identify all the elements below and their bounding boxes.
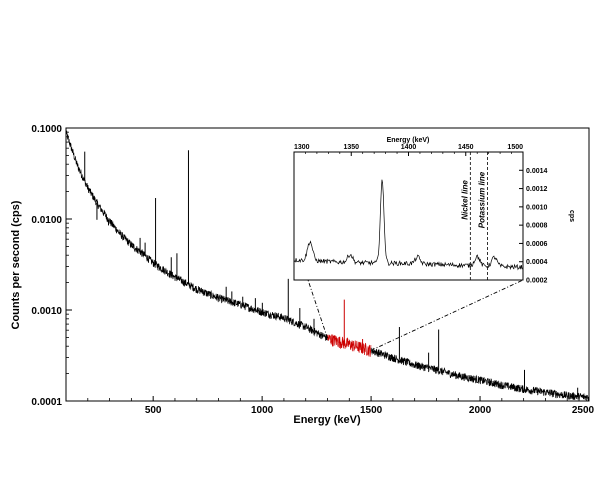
main-plot: 500 1000 1500 2000 2500 0.00010.00100.01000.…: [10, 124, 595, 426]
y-tick-label: 0.0010: [31, 306, 62, 317]
inset-y-tick-label: 0.0002: [526, 278, 548, 285]
inset-spectrum-line: [293, 179, 523, 271]
y-axis-title: Counts per second (cps): [10, 200, 22, 329]
spectrum-continuum-highlight: [327, 334, 372, 357]
y-tick-label: 0.0100: [31, 215, 62, 226]
inset-x-axis-title: Energy (keV): [387, 137, 430, 144]
x-axis-title: Energy (keV): [293, 414, 361, 426]
zoom-connectors: [307, 279, 524, 351]
inset-x-axis: 1300 1350 1400 1450 1500: [293, 144, 524, 156]
connector-left: [307, 279, 328, 339]
inset-y-tick-label: 0.0008: [526, 223, 548, 230]
x-tick-label: 2000: [469, 405, 492, 416]
main-y-axis: 0.0001 0.0010 0.0100 0.1000: [31, 124, 72, 408]
inset-y-tick-label: 0.0012: [526, 186, 548, 193]
inset-x-tick-label: 1350: [343, 144, 359, 151]
inset-annotations: Nickel line Potassium line: [460, 152, 488, 280]
main-x-axis: 500 1000 1500 2000 2500: [87, 396, 595, 416]
x-tick-label: 2500: [572, 405, 595, 416]
inset-y-tick-label: 0.0006: [526, 241, 548, 248]
inset-y-axis-title: cps: [568, 210, 575, 222]
y-tick-label: 0.1000: [31, 124, 62, 135]
x-tick-label: 1500: [360, 405, 383, 416]
inset-x-tick-label: 1500: [507, 144, 523, 151]
y-tick-label: 0.0001: [31, 397, 62, 408]
inset-x-tick-label: 1450: [458, 144, 474, 151]
x-tick-label: 500: [145, 405, 162, 416]
inset-y-axis: 0.0002 0.0004 0.0006 0.0008 0.0010 0.0012 0.00…: [519, 168, 548, 285]
inset-y-tick-label: 0.0014: [526, 168, 548, 175]
x-tick-label: 1000: [251, 405, 274, 416]
inset-y-tick-label: 0.0004: [526, 259, 548, 266]
spectrum-continuum-high: [370, 347, 590, 402]
spectrum-continuum-low: [65, 130, 328, 341]
main-spectrum: [65, 130, 590, 402]
inset-spectrum: [293, 179, 523, 271]
inset-y-tick-label: 0.0010: [526, 204, 548, 211]
inset-x-tick-label: 1400: [401, 144, 417, 151]
connector-right: [370, 279, 524, 351]
annotation-label: Potassium line: [478, 171, 487, 228]
inset-x-tick-label: 1300: [294, 144, 310, 151]
inset-background: [294, 152, 523, 280]
annotation-label: Nickel line: [460, 180, 469, 220]
inset-plot: Nickel line Potassium line 1300 1350 1400 14…: [293, 137, 575, 285]
